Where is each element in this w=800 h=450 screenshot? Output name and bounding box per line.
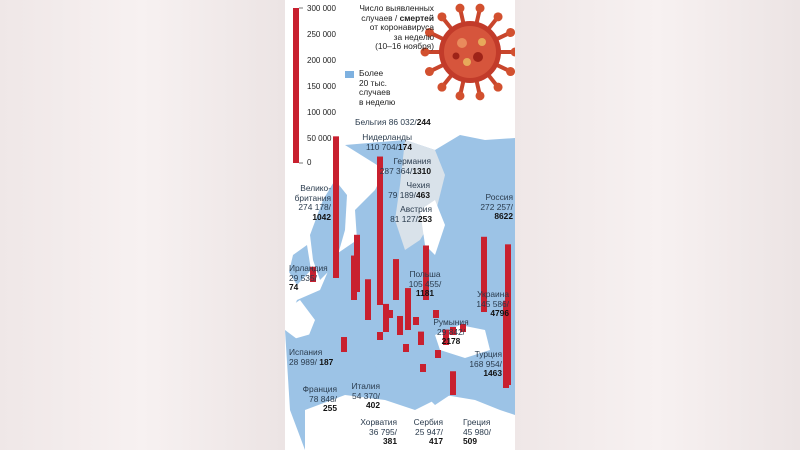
label-belgium: Бельгия 86 032/244 (355, 117, 431, 127)
map-greece (425, 370, 450, 405)
infographic-poster: 300 000 250 000 200 000 150 000 100 000 … (285, 0, 515, 450)
scale-tick-50k: 50 000 (307, 134, 332, 143)
blurred-background-left (0, 0, 285, 450)
scale-tick-300k: 300 000 (307, 4, 336, 13)
bar-small-3 (460, 324, 466, 332)
bar-small-5 (420, 364, 426, 372)
label-turkey: Турция 168 954/ 1463 (469, 349, 502, 379)
bar-poland (423, 245, 429, 300)
bar-turkey (503, 300, 509, 388)
virus-illustration (420, 3, 515, 101)
label-romania: Румыния 29 842/ 2178 (433, 317, 469, 347)
bar-czech (393, 259, 399, 300)
infographic-title: Число выявленных случаев / смертей от ко… (359, 3, 434, 52)
bar-italy (383, 303, 389, 332)
legend-swatch (345, 71, 354, 78)
scale-tick-200k: 200 000 (307, 56, 336, 65)
label-netherlands: Нидерланды 110 704/174 (362, 132, 412, 152)
blurred-background-right (515, 0, 800, 450)
bar-belgium (351, 255, 357, 300)
label-poland: Польша 105 455/ 1181 (408, 269, 442, 299)
scale-tick-0: 0 (307, 158, 312, 167)
label-serbia: Сербия 25 947/ 417 (413, 417, 443, 447)
label-france: Франция 78 848/ 255 (302, 384, 337, 414)
europe-map (285, 3, 515, 450)
map-italy (367, 335, 405, 400)
map-land-hot (285, 135, 515, 450)
bar-germany (377, 156, 383, 305)
map-mediterranean (305, 395, 515, 450)
label-italy: Италия 54 370/ 402 (351, 381, 380, 411)
map-legend: Более 20 тыс. случаев в неделю (345, 68, 395, 107)
bar-small-9 (377, 332, 383, 340)
label-czech: Чехия 79 189/463 (388, 180, 430, 200)
bar-small-0 (405, 304, 411, 312)
label-ireland: Ирландия 29 535/ 74 (289, 263, 328, 293)
label-spain: Испания 28 989/ 187 (289, 347, 334, 367)
bar-spain (341, 337, 347, 352)
label-ukraine: Украина 145 586/ 4796 (476, 289, 509, 319)
bar-france (365, 279, 371, 320)
bar-small-8 (413, 317, 419, 325)
bar-serbia (418, 331, 424, 345)
bar-croatia (397, 315, 403, 335)
bar-small-2 (387, 310, 393, 318)
scale-tick-250k: 250 000 (307, 30, 336, 39)
label-uk: Велико- британия 274 178/ 1042 (294, 183, 331, 222)
label-russia: Россия 272 257/ 8622 (480, 192, 513, 222)
map-baltic-sea (420, 200, 445, 255)
case-bars (310, 136, 511, 395)
map-iberia (289, 330, 345, 395)
label-germany: Германия 287 364/1310 (379, 156, 431, 176)
bar-small-4 (435, 350, 441, 358)
bar-greece (450, 371, 456, 395)
map-atlantic (285, 300, 315, 345)
bar-ukraine (481, 236, 487, 312)
map-ireland (289, 245, 311, 285)
scale-tick-150k: 150 000 (307, 82, 336, 91)
scale-tick-100k: 100 000 (307, 108, 336, 117)
bar-romania (443, 329, 449, 345)
bar-uk (333, 136, 339, 278)
bar-small-7 (450, 327, 456, 335)
label-croatia: Хорватия 36 795/ 381 (360, 417, 397, 447)
label-greece: Греция 45 980/ 509 (463, 417, 491, 447)
bar-small-1 (433, 310, 439, 318)
bar-ireland (310, 266, 316, 282)
bar-small-6 (403, 344, 409, 352)
scale-bar (293, 8, 299, 163)
map-scandinavia (395, 140, 445, 250)
label-austria: Австрия 81 127/253 (390, 204, 432, 224)
